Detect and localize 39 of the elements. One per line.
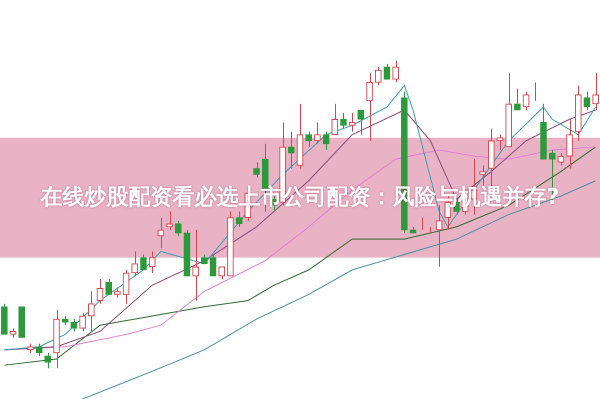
candlestick bbox=[1, 303, 8, 335]
candlestick bbox=[236, 210, 242, 228]
candlestick bbox=[166, 210, 173, 230]
candlestick bbox=[27, 343, 34, 354]
candlestick bbox=[331, 103, 338, 135]
candlestick bbox=[410, 226, 416, 234]
candlestick bbox=[10, 328, 16, 338]
candlestick bbox=[505, 72, 512, 148]
candlestick bbox=[340, 112, 347, 129]
candlestick bbox=[314, 122, 321, 144]
candlestick bbox=[36, 343, 42, 356]
candlestick bbox=[558, 152, 564, 166]
candlestick bbox=[201, 254, 208, 264]
candlestick bbox=[566, 118, 573, 169]
candlestick bbox=[296, 103, 304, 169]
candlestick bbox=[88, 290, 95, 332]
candlestick bbox=[514, 88, 521, 110]
candlestick bbox=[522, 91, 530, 111]
candlestick bbox=[227, 210, 234, 276]
candlestick bbox=[374, 66, 382, 86]
candlestick bbox=[384, 63, 390, 80]
candlestick bbox=[574, 84, 582, 142]
candlestick bbox=[114, 288, 121, 298]
candlestick bbox=[366, 72, 373, 142]
candlestick bbox=[392, 60, 399, 83]
candlestick bbox=[122, 269, 130, 304]
candlestick bbox=[53, 309, 60, 369]
candlestick bbox=[79, 312, 86, 332]
candlestick bbox=[540, 103, 547, 160]
candlestick bbox=[184, 229, 190, 276]
candlestick bbox=[70, 318, 78, 332]
candlestick bbox=[96, 278, 104, 304]
candlestick bbox=[62, 316, 69, 326]
candlestick bbox=[496, 134, 504, 151]
candlestick bbox=[140, 254, 147, 270]
candlestick bbox=[158, 217, 164, 249]
candlestick bbox=[210, 254, 216, 276]
candlestick bbox=[253, 162, 260, 178]
candlestick bbox=[105, 278, 112, 295]
